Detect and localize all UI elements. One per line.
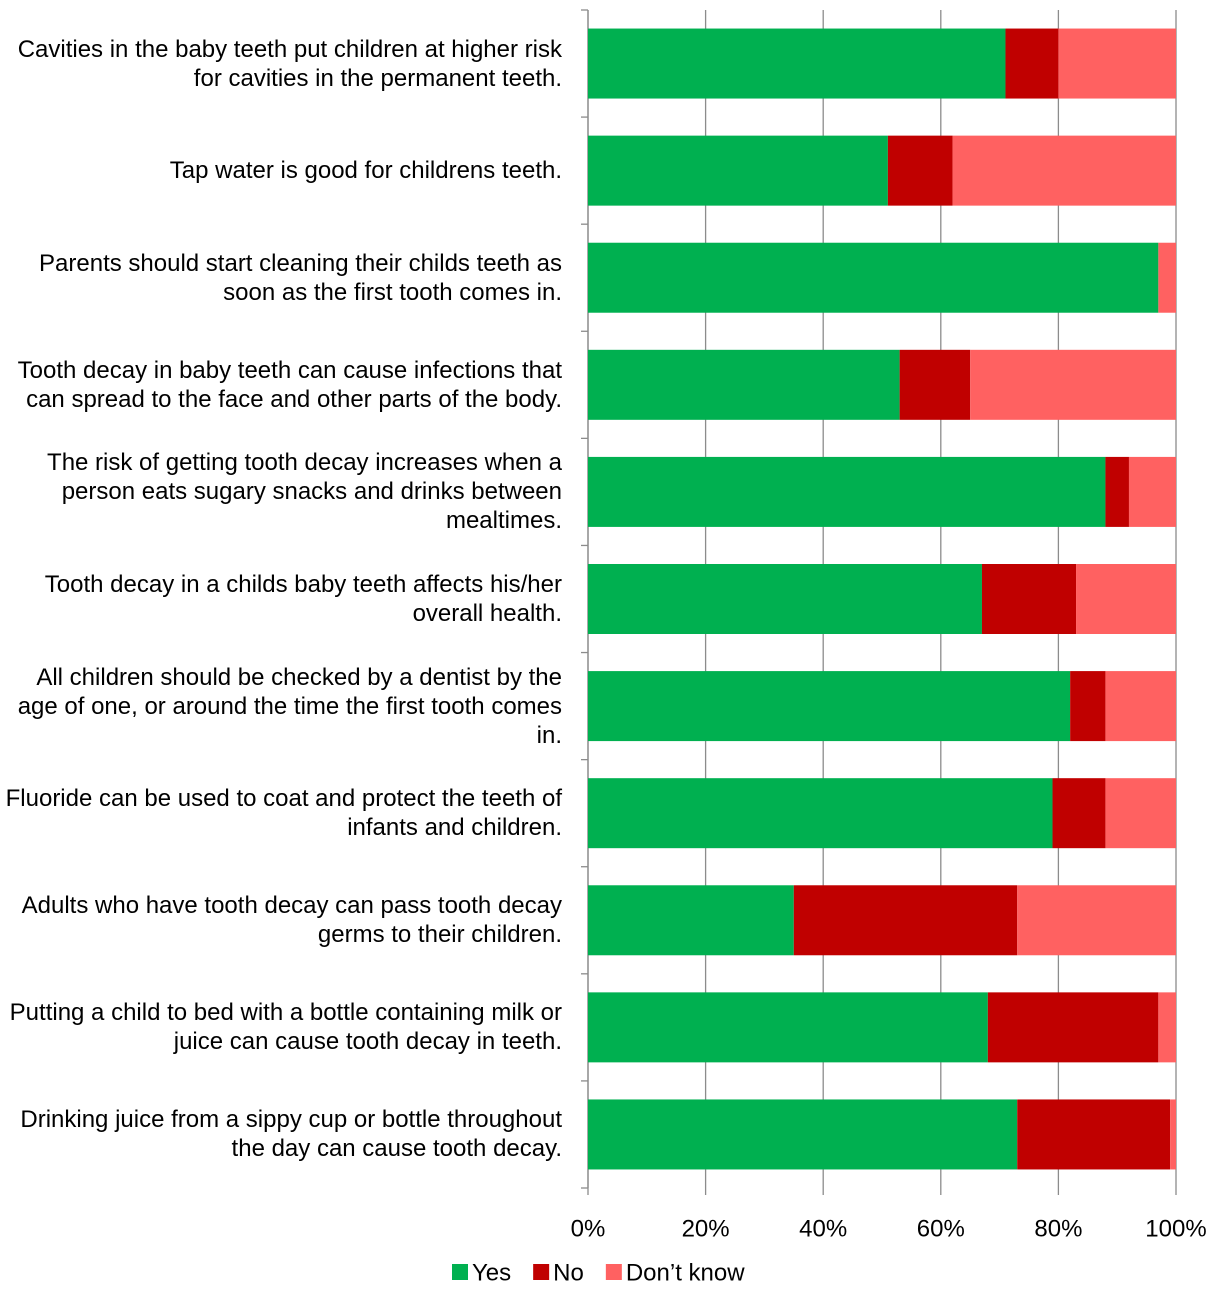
bar-segment — [1005, 28, 1059, 99]
category-label: Adults who have tooth decay can pass too… — [0, 867, 562, 974]
bar-segment — [1105, 671, 1176, 742]
bar-segment — [588, 992, 988, 1063]
bar-segment — [1052, 778, 1106, 849]
category-label: Cavities in the baby teeth put children … — [0, 10, 562, 117]
bar-segment — [1058, 28, 1176, 99]
legend-swatch — [605, 1264, 622, 1280]
category-label: The risk of getting tooth decay increase… — [0, 438, 562, 545]
category-text: Drinking juice from a sippy cup or bottl… — [20, 1106, 562, 1163]
category-label: Tap water is good for childrens teeth. — [0, 117, 562, 224]
bar-segment — [1105, 456, 1129, 527]
x-tick-label: 0% — [571, 1215, 606, 1242]
category-text: All children should be checked by a dent… — [17, 663, 562, 749]
legend-label: Yes — [472, 1259, 511, 1286]
bar-segment — [1076, 564, 1176, 634]
bar-segment — [987, 992, 1159, 1063]
category-label: Putting a child to bed with a bottle con… — [0, 974, 562, 1081]
bar-segment — [887, 135, 953, 206]
category-text: Fluoride can be used to coat and protect… — [5, 785, 562, 842]
bar-segment — [952, 135, 1176, 206]
bar-segment — [588, 1099, 1018, 1170]
category-label: Parents should start cleaning their chil… — [0, 224, 562, 331]
category-text: Putting a child to bed with a bottle con… — [9, 999, 562, 1056]
category-text: Tooth decay in a childs baby teeth affec… — [44, 570, 562, 627]
category-label: Tooth decay in a childs baby teeth affec… — [0, 545, 562, 652]
bar-segment — [588, 671, 1071, 742]
category-text: Cavities in the baby teeth put children … — [17, 35, 562, 92]
bar-segment — [981, 564, 1077, 634]
bar-segment — [1158, 242, 1176, 313]
bar-segment — [588, 242, 1159, 313]
bar-segment — [1070, 671, 1106, 742]
bar-segment — [1017, 885, 1176, 956]
bar-segment — [588, 349, 900, 420]
bar-segment — [1017, 1099, 1171, 1170]
bar-segment — [588, 28, 1006, 99]
legend-label: No — [553, 1259, 584, 1286]
bar-segment — [1158, 992, 1176, 1063]
x-tick-label: 100% — [1145, 1215, 1206, 1242]
category-label: Tooth decay in baby teeth can cause infe… — [0, 331, 562, 438]
bar-segment — [1128, 456, 1176, 527]
bar-segment — [899, 349, 971, 420]
category-label: Drinking juice from a sippy cup or bottl… — [0, 1081, 562, 1188]
bar-segment — [970, 349, 1176, 420]
bar-segment — [588, 135, 888, 206]
bar-segment — [1170, 1099, 1176, 1170]
bar-segment — [588, 456, 1106, 527]
legend-swatch — [452, 1264, 468, 1280]
bar-segment — [588, 778, 1053, 849]
bar-segment — [588, 885, 794, 956]
category-label: Fluoride can be used to coat and protect… — [0, 760, 562, 867]
category-text: Parents should start cleaning their chil… — [39, 249, 562, 306]
category-text: Tap water is good for childrens teeth. — [169, 157, 562, 185]
bar-segment — [793, 885, 1018, 956]
bar-segment — [1105, 778, 1176, 849]
bar-segment — [588, 564, 982, 634]
x-tick-label: 80% — [1034, 1215, 1082, 1242]
legend-swatch — [533, 1264, 550, 1280]
category-text: Adults who have tooth decay can pass too… — [21, 892, 562, 949]
category-label: All children should be checked by a dent… — [0, 653, 562, 760]
legend-label: Don’t know — [626, 1259, 745, 1286]
category-text: The risk of getting tooth decay increase… — [47, 449, 562, 535]
x-tick-label: 40% — [799, 1215, 847, 1242]
category-text: Tooth decay in baby teeth can cause infe… — [17, 356, 562, 413]
x-tick-label: 20% — [682, 1215, 730, 1242]
x-tick-label: 60% — [917, 1215, 965, 1242]
